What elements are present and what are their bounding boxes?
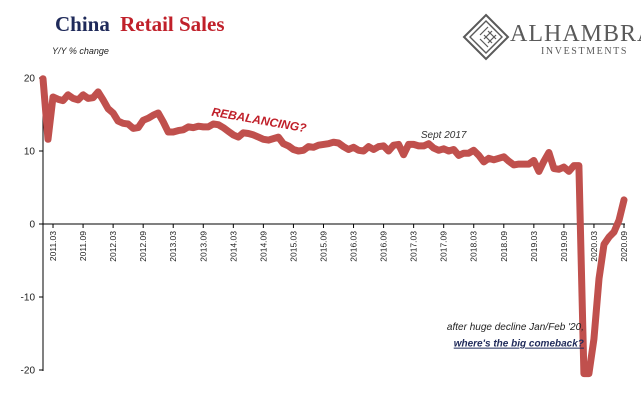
x-tick-label: 2013.03 xyxy=(168,231,178,262)
alhambra-logo-icon xyxy=(462,13,510,61)
x-tick-label: 2017.09 xyxy=(439,231,449,262)
x-tick-label: 2015.03 xyxy=(288,231,298,262)
x-tick-label: 2014.09 xyxy=(258,231,268,262)
chart-title: China Retail Sales xyxy=(55,12,225,36)
x-ticks: 2011.03 2011.09 2012.03 2012.09 2013.03 2013.… xyxy=(48,224,629,262)
y-axis-label: Y/Y % change xyxy=(52,46,109,56)
x-tick-label: 2019.03 xyxy=(529,231,539,262)
y-tick-label: 10 xyxy=(24,147,36,158)
chart-title-part1: China xyxy=(55,12,110,36)
x-tick-label: 2020.09 xyxy=(619,231,629,262)
y-tick-label: 0 xyxy=(29,220,35,231)
retail-sales-series-line xyxy=(39,75,628,378)
x-tick-label: 2014.03 xyxy=(228,231,238,262)
x-tick-label: 2011.09 xyxy=(78,231,88,261)
x-tick-label: 2011.03 xyxy=(48,231,58,261)
x-tick-label: 2020.03 xyxy=(589,231,599,262)
y-tick-label: -20 xyxy=(21,366,36,377)
sept-2017-annotation: Sept 2017 xyxy=(421,130,467,141)
x-tick-label: 2019.09 xyxy=(559,231,569,262)
decline-note-annotation: after huge decline Jan/Feb '20, xyxy=(447,322,584,333)
alhambra-logo-name: ALHAMBRA xyxy=(510,21,641,47)
y-tick-label: 20 xyxy=(24,74,36,85)
chart-title-part2: Retail Sales xyxy=(120,12,224,36)
x-tick-label: 2016.09 xyxy=(379,231,389,262)
x-tick-label: 2018.09 xyxy=(499,231,509,262)
alhambra-logo: ALHAMBRA INVESTMENTS xyxy=(462,13,641,61)
y-tick-label: -10 xyxy=(21,293,36,304)
x-tick-label: 2018.03 xyxy=(469,231,479,262)
x-tick-label: 2015.09 xyxy=(318,231,328,262)
comeback-question-annotation: where's the big comeback? xyxy=(454,339,584,350)
x-tick-label: 2012.09 xyxy=(138,231,148,262)
x-tick-label: 2012.03 xyxy=(108,231,118,262)
x-tick-label: 2016.03 xyxy=(349,231,359,262)
x-tick-label: 2013.09 xyxy=(198,231,208,262)
x-tick-label: 2017.03 xyxy=(409,231,419,262)
y-ticks: 20 10 0 -10 -20 xyxy=(21,74,43,377)
alhambra-logo-tagline: INVESTMENTS xyxy=(541,46,628,57)
